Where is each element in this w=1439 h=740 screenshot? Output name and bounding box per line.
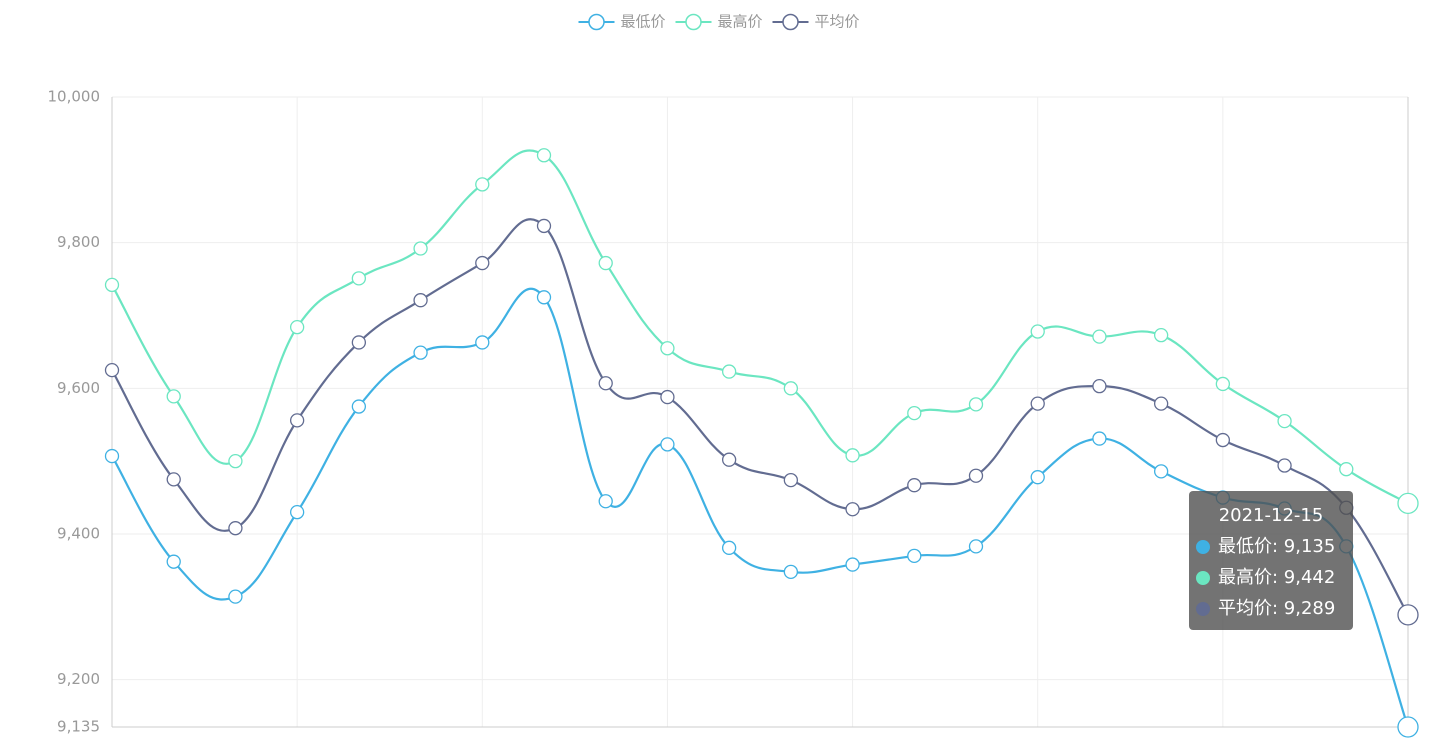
point <box>1153 328 1169 343</box>
point <box>104 277 120 293</box>
point <box>475 335 490 350</box>
legend-item: 最高价 <box>675 13 763 31</box>
point <box>1215 432 1231 448</box>
legend-label: 平均价 <box>815 13 860 31</box>
y-tick-label: 10,000 <box>48 88 101 106</box>
tooltip-marker <box>1196 571 1210 585</box>
y-tick-label: 9,135 <box>57 718 100 736</box>
point <box>1092 378 1107 394</box>
point <box>166 472 181 487</box>
legend-item: 最低价 <box>578 13 666 31</box>
tooltip-item: 平均价: 9,289 <box>1218 598 1335 619</box>
point <box>1030 396 1045 411</box>
legend-label: 最低价 <box>621 13 666 31</box>
legend-icon <box>685 13 702 31</box>
point <box>721 452 737 467</box>
point <box>351 271 367 286</box>
tooltip-item: 最低价: 9,135 <box>1218 536 1335 557</box>
point <box>1153 464 1169 479</box>
point <box>907 548 922 563</box>
y-tick-label: 9,800 <box>57 233 100 251</box>
point <box>104 448 120 464</box>
point <box>845 557 860 572</box>
point <box>783 564 799 580</box>
point <box>968 397 984 412</box>
legend-label: 最高价 <box>718 13 763 31</box>
point <box>351 399 367 414</box>
point <box>598 255 613 271</box>
point <box>166 554 181 569</box>
point <box>907 478 922 493</box>
point <box>660 341 675 356</box>
point <box>413 345 428 360</box>
point <box>228 454 243 469</box>
point <box>536 148 552 163</box>
point <box>1153 396 1169 411</box>
point <box>1277 413 1292 429</box>
point <box>289 413 305 428</box>
point <box>475 177 490 192</box>
point <box>289 504 305 520</box>
point <box>783 472 799 488</box>
point <box>104 362 120 378</box>
point <box>968 539 984 554</box>
tooltip-box <box>1189 491 1353 630</box>
point <box>1339 462 1354 477</box>
point <box>228 521 243 536</box>
point <box>721 364 737 379</box>
point <box>1397 604 1419 626</box>
point <box>1030 470 1045 485</box>
tooltip-marker <box>1196 540 1210 554</box>
point <box>351 335 367 350</box>
point <box>598 494 613 509</box>
point <box>1397 716 1419 738</box>
point <box>475 255 490 271</box>
point <box>598 376 613 391</box>
point <box>1215 376 1231 392</box>
point <box>721 540 737 555</box>
point <box>1030 324 1045 339</box>
point <box>413 241 428 256</box>
point <box>845 448 860 463</box>
tooltip-marker <box>1196 602 1210 616</box>
y-tick-label: 9,400 <box>57 524 100 542</box>
point <box>228 589 243 604</box>
point <box>1092 431 1107 446</box>
point <box>1397 492 1419 515</box>
point <box>968 468 984 483</box>
point <box>536 218 552 234</box>
legend-item: 平均价 <box>772 13 860 31</box>
point <box>1277 458 1292 473</box>
point <box>289 320 305 335</box>
legend-icon <box>782 13 799 31</box>
point <box>413 293 428 308</box>
point <box>536 290 552 305</box>
line <box>111 149 1409 505</box>
point <box>660 437 675 452</box>
point <box>783 381 799 396</box>
point <box>845 502 860 517</box>
y-tick-label: 9,600 <box>57 379 100 397</box>
tooltip-title: 2021-12-15 <box>1219 505 1324 526</box>
point <box>1092 329 1107 344</box>
tooltip: 2021-12-15 最低价: 9,135 最高价: 9,442 平均价: 9,289 <box>1189 491 1353 630</box>
tooltip-item: 最高价: 9,442 <box>1218 567 1335 588</box>
line <box>111 287 1410 728</box>
y-tick-label: 9,200 <box>57 670 100 688</box>
point <box>907 405 922 421</box>
legend-icon <box>588 13 605 31</box>
point <box>166 389 181 404</box>
point <box>660 389 675 405</box>
